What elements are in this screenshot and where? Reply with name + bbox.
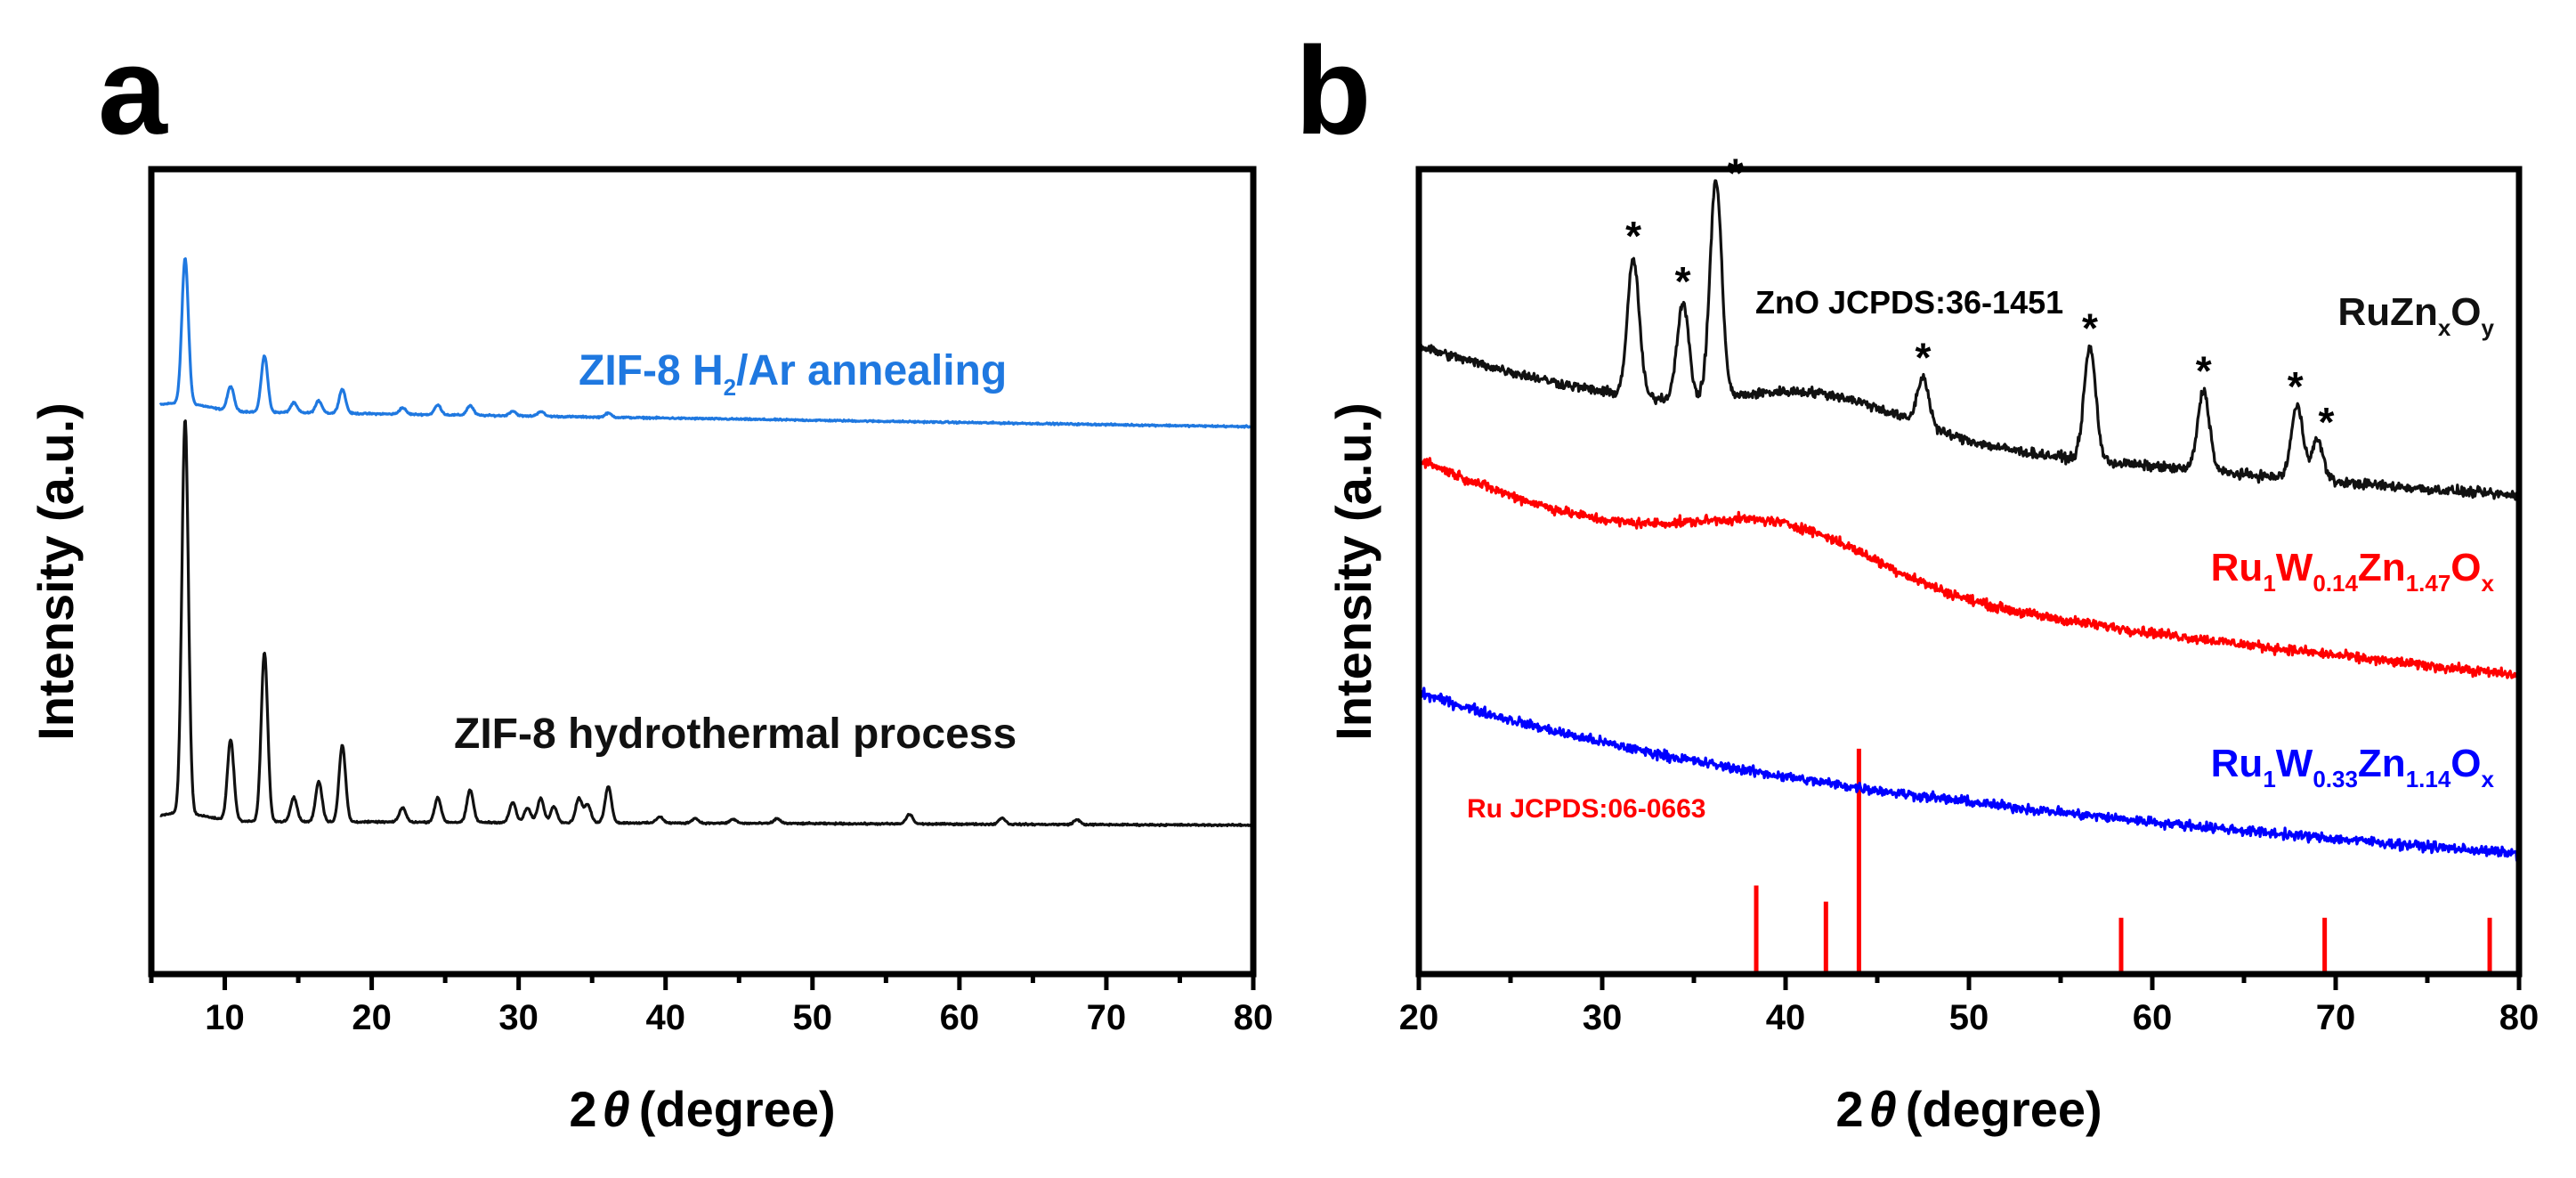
label-subscript: 0.14 [2313, 570, 2358, 597]
label-text: O [2450, 546, 2481, 589]
zno-peak-star: * [2288, 363, 2304, 410]
series-label-zif8-hydrothermal: ZIF-8 hydrothermal process [454, 711, 1017, 758]
label-subscript: 1.14 [2406, 766, 2451, 792]
x-tick-label: 20 [1399, 998, 1439, 1037]
trace-a_blue [158, 257, 1254, 429]
panel-b-traces [1417, 179, 2521, 862]
x-tick-label: 50 [1949, 998, 1989, 1037]
x-tick-label: 60 [2133, 998, 2173, 1037]
label-text: Zn [2358, 742, 2406, 785]
zno-reference-label: ZnO JCPDS:36-1451 [1755, 284, 2063, 321]
zno-peak-star: * [2196, 347, 2212, 394]
ru-reference-label: Ru JCPDS:06-0663 [1467, 794, 1705, 824]
series-label-ru1w014zn147ox: Ru1W0.14Zn1.47Ox [2211, 546, 2495, 597]
x-tick-label: 40 [645, 998, 685, 1037]
panel-b-chart: * * * * * * * * 20 30 40 50 60 70 80 ZnO JCPDS:36-145… [1325, 150, 2539, 1137]
series-label-zif8-annealing: ZIF-8 H2/Ar annealing [579, 347, 1007, 401]
x-tick-label: 40 [1766, 998, 1806, 1037]
label-subscript: x [2438, 314, 2451, 341]
panel-a-chart: 10 20 30 40 50 60 70 80 ZIF-8 H2/Ar annealing Z… [28, 166, 1274, 1137]
x-tick-label: 70 [2316, 998, 2356, 1037]
label-subscript: 1 [2263, 766, 2275, 792]
x-tick-label: 70 [1087, 998, 1127, 1037]
trace-a_black [159, 419, 1254, 828]
label-subscript: 1.47 [2406, 570, 2451, 597]
label-text: RuZn [2337, 290, 2437, 334]
x-tick-label: 30 [498, 998, 539, 1037]
label-subscript: 0.33 [2313, 766, 2358, 792]
panel-a-x-axis-title: 2 θ (degree) [569, 1081, 835, 1137]
panel-b-x-ticks: 20 30 40 50 60 70 80 [1399, 974, 2540, 1037]
trace-b_red [1417, 455, 2520, 679]
x-tick-label: 60 [940, 998, 980, 1037]
zno-peak-markers: * * * * * * * * [1625, 150, 2334, 446]
trace-b_blue [1417, 686, 2521, 862]
label-subscript: x [2482, 570, 2495, 597]
label-subscript: 1 [2263, 570, 2275, 597]
zno-peak-star: * [1675, 258, 1691, 305]
zno-peak-star: * [1728, 150, 1744, 197]
x-tick-label: 20 [352, 998, 392, 1037]
x-tick-label: 30 [1583, 998, 1623, 1037]
panel-b-frame [1415, 166, 2523, 978]
panel-b-letter: b [1295, 20, 1372, 160]
zno-peak-star: * [2082, 305, 2098, 351]
series-label-ruznxoy: RuZnxOy [2337, 290, 2494, 341]
label-text: O [2450, 290, 2481, 334]
label-text: Zn [2358, 546, 2406, 589]
zno-peak-star: * [2318, 399, 2334, 445]
zno-peak-star: * [1625, 213, 1641, 259]
series-label-ru1w033zn114ox: Ru1W0.33Zn1.14Ox [2211, 742, 2495, 792]
panel-b-y-axis-title: Intensity (a.u.) [1325, 402, 1381, 741]
label-subscript: y [2482, 314, 2495, 341]
label-text: W [2276, 742, 2313, 785]
x-tick-label: 10 [205, 998, 245, 1037]
x-tick-label: 80 [2499, 998, 2540, 1037]
zno-peak-star: * [1916, 334, 1932, 380]
panel-a-x-ticks: 10 20 30 40 50 60 70 80 [149, 974, 1274, 1037]
x-tick-label: 50 [793, 998, 833, 1037]
label-text: W [2276, 546, 2313, 589]
label-text: Ru [2211, 546, 2264, 589]
trace-b_black [1417, 179, 2521, 501]
panel-a-y-axis-title: Intensity (a.u.) [28, 402, 84, 741]
label-text: O [2450, 742, 2481, 785]
label-text: Ru [2211, 742, 2264, 785]
label-subscript: x [2482, 766, 2495, 792]
panel-b-x-axis-title: 2 θ (degree) [1835, 1081, 2102, 1137]
panel-a-letter: a [98, 20, 168, 160]
panel-a-traces [158, 257, 1254, 828]
x-tick-label: 80 [1234, 998, 1274, 1037]
panel-a-frame [148, 166, 1257, 978]
